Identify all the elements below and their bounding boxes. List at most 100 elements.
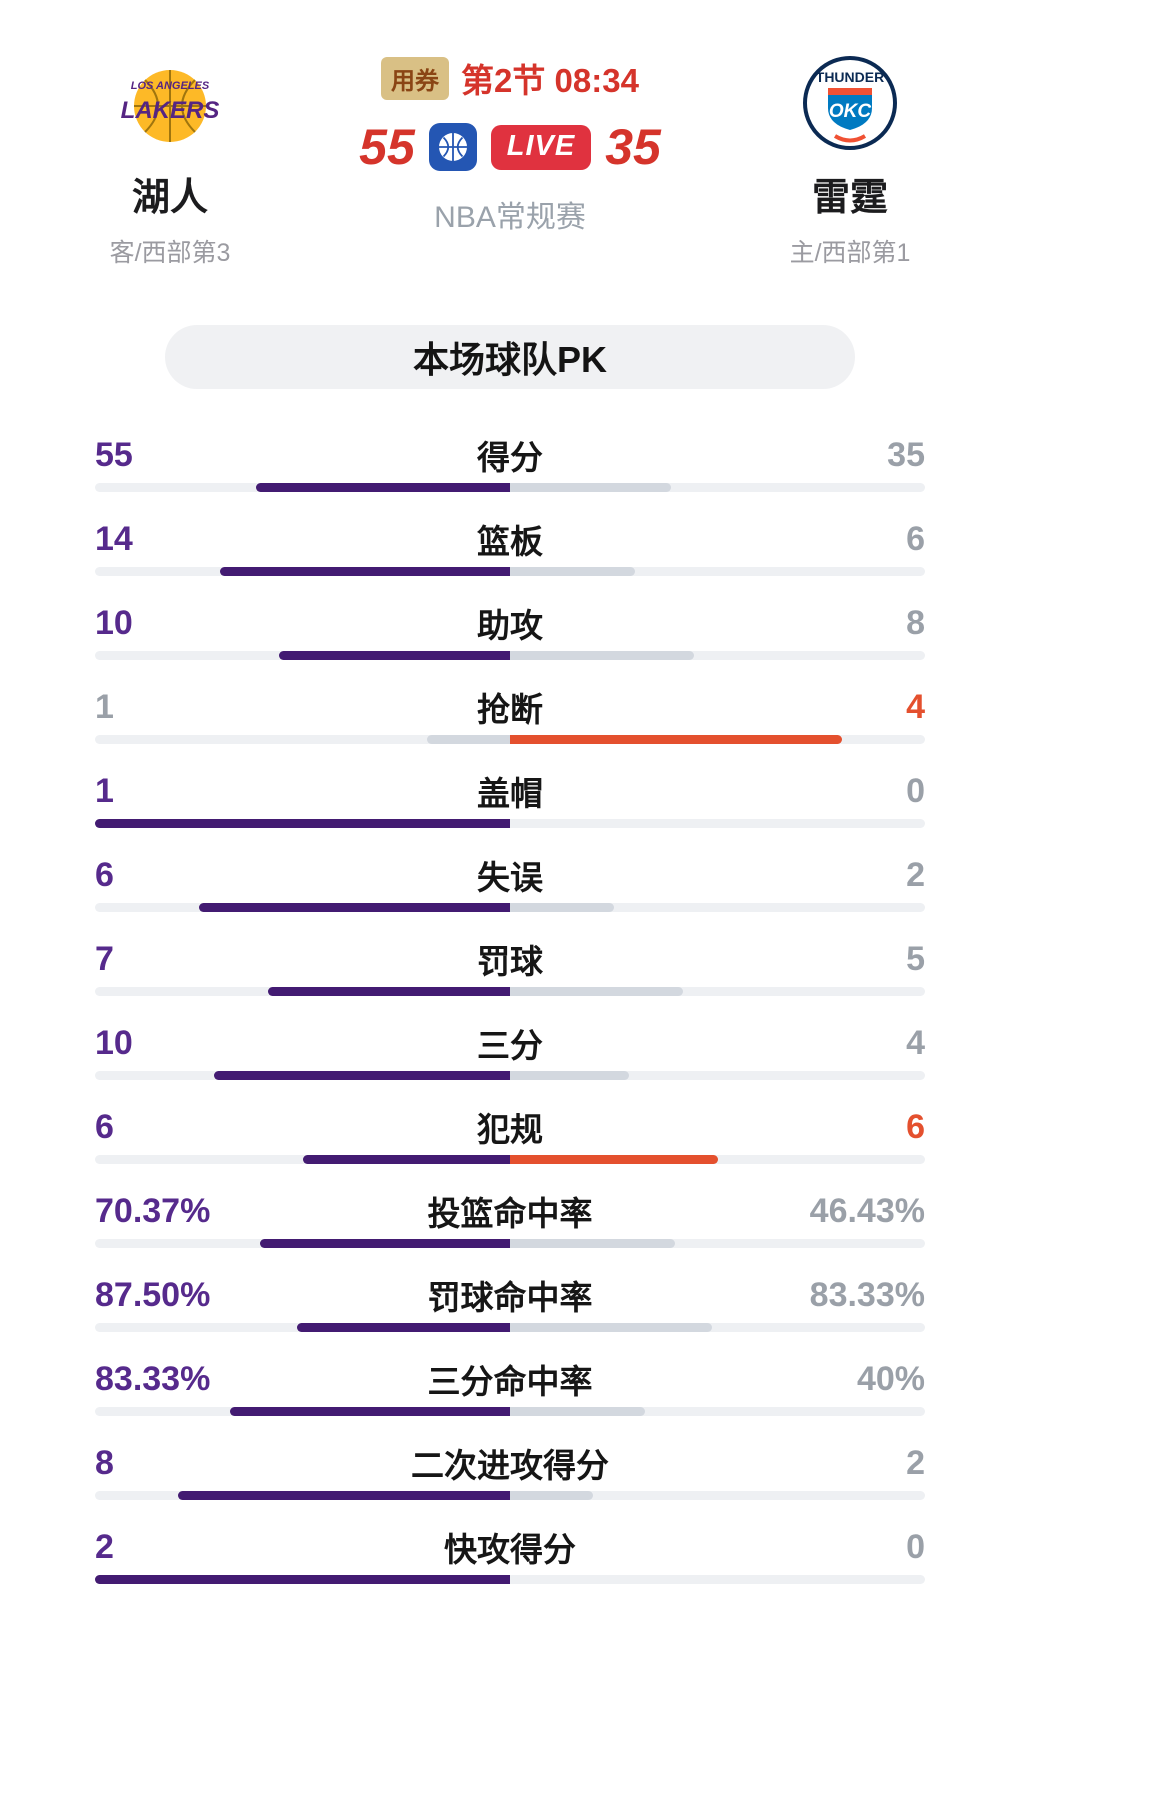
team-left-name: 湖人 <box>131 177 208 219</box>
stat-bar <box>95 903 925 912</box>
nba-logo-icon <box>428 123 477 171</box>
stat-bar-left <box>229 1407 510 1416</box>
stat-bar-left <box>302 1155 510 1164</box>
stat-bar <box>95 819 925 828</box>
stat-right-value: 4 <box>906 687 925 726</box>
stat-left-value: 83.33% <box>95 1359 211 1398</box>
stat-line: 6 失误 2 <box>95 851 925 897</box>
coupon-badge[interactable]: 用券 <box>381 56 450 100</box>
stat-row-8: 6 犯规 6 <box>95 1103 925 1187</box>
stat-bar <box>95 1155 925 1164</box>
stat-bar <box>95 1071 925 1080</box>
stat-right-value: 6 <box>906 1107 925 1146</box>
stat-bar-left <box>267 987 510 996</box>
stat-right-value: 0 <box>906 1527 925 1566</box>
stat-label: 罚球 <box>477 943 543 980</box>
stat-bar-right <box>510 1323 713 1332</box>
period-line: 用券 第2节 08:34 <box>381 54 639 102</box>
stat-label: 助攻 <box>477 607 543 644</box>
stat-left-value: 14 <box>95 519 133 558</box>
stat-row-4: 1 盖帽 0 <box>95 767 925 851</box>
stat-label: 三分 <box>477 1027 543 1064</box>
score-line: 55 LIVE 35 <box>337 118 683 176</box>
match-center: 用券 第2节 08:34 55 LIVE 35 NBA <box>245 44 775 236</box>
stat-line: 70.37% 投篮命中率 46.43% <box>95 1187 925 1233</box>
stat-label: 二次进攻得分 <box>411 1447 609 1484</box>
team-left-sub: 客/西部第3 <box>109 239 231 267</box>
stat-label: 快攻得分 <box>444 1531 576 1568</box>
stat-right-value: 5 <box>906 939 925 978</box>
stat-bar <box>95 1491 925 1500</box>
stat-row-3: 1 抢断 4 <box>95 683 925 767</box>
stat-label: 投篮命中率 <box>427 1195 593 1232</box>
stat-line: 7 罚球 5 <box>95 935 925 981</box>
lakers-logo-icon: LOS ANGELES LAKERS <box>121 70 219 142</box>
lakers-logo: LOS ANGELES LAKERS <box>109 44 231 162</box>
stat-label: 罚球命中率 <box>427 1279 593 1316</box>
stat-bar <box>95 1407 925 1416</box>
stat-bar <box>95 987 925 996</box>
stat-row-10: 87.50% 罚球命中率 83.33% <box>95 1271 925 1355</box>
stat-left-value: 6 <box>95 1107 114 1146</box>
score-right: 35 <box>605 119 661 175</box>
stat-row-1: 14 篮板 6 <box>95 515 925 599</box>
live-badge: LIVE <box>490 124 592 170</box>
stat-bar-left <box>213 1071 510 1080</box>
stat-bar-left <box>178 1491 510 1500</box>
stat-line: 2 快攻得分 0 <box>95 1523 925 1569</box>
stat-label: 盖帽 <box>477 775 543 812</box>
stat-bar-right <box>510 735 842 744</box>
stat-right-value: 2 <box>906 1443 925 1482</box>
stat-row-13: 2 快攻得分 0 <box>95 1523 925 1607</box>
stat-line: 10 助攻 8 <box>95 599 925 645</box>
stat-left-value: 10 <box>95 603 133 642</box>
stat-right-value: 2 <box>906 855 925 894</box>
stat-bar-left <box>198 903 510 912</box>
stat-row-0: 55 得分 35 <box>95 431 925 515</box>
stats-list: 55 得分 35 14 篮板 6 10 助攻 8 1 抢断 4 1 盖帽 0 6 失误 2 7 罚球 5 10 三分 4 6 犯规… <box>95 431 925 1607</box>
stat-bar-right <box>510 987 683 996</box>
team-right[interactable]: THUNDER OKC 雷霆 主/西部第1 <box>775 44 925 269</box>
stat-bar-left <box>279 651 510 660</box>
stat-left-value: 10 <box>95 1023 133 1062</box>
stat-label: 失误 <box>477 859 543 896</box>
stat-bar-right <box>510 903 614 912</box>
stat-line: 83.33% 三分命中率 40% <box>95 1355 925 1401</box>
stat-right-value: 0 <box>906 771 925 810</box>
thunder-logo: THUNDER OKC <box>801 44 899 162</box>
stat-bar <box>95 651 925 660</box>
stat-label: 篮板 <box>477 523 543 560</box>
stat-label: 抢断 <box>477 691 543 728</box>
svg-text:OKC: OKC <box>829 101 872 122</box>
stat-line: 10 三分 4 <box>95 1019 925 1065</box>
stat-right-value: 4 <box>906 1023 925 1062</box>
period-clock: 第2节 08:34 <box>461 62 639 99</box>
stat-bar-right <box>510 567 635 576</box>
stat-row-5: 6 失误 2 <box>95 851 925 935</box>
stat-bar-right <box>510 1239 675 1248</box>
stat-bar-left <box>427 735 510 744</box>
stat-label: 犯规 <box>477 1111 543 1148</box>
stat-line: 6 犯规 6 <box>95 1103 925 1149</box>
stat-row-11: 83.33% 三分命中率 40% <box>95 1355 925 1439</box>
team-left[interactable]: LOS ANGELES LAKERS 湖人 客/西部第3 <box>95 44 245 269</box>
stat-bar <box>95 1239 925 1248</box>
stat-bar-left <box>297 1323 510 1332</box>
stat-bar <box>95 483 925 492</box>
stat-left-value: 1 <box>95 687 114 726</box>
stat-right-value: 6 <box>906 519 925 558</box>
stat-row-7: 10 三分 4 <box>95 1019 925 1103</box>
stat-line: 87.50% 罚球命中率 83.33% <box>95 1271 925 1317</box>
stat-line: 1 盖帽 0 <box>95 767 925 813</box>
stat-left-value: 2 <box>95 1527 114 1566</box>
stat-bar-left <box>95 819 510 828</box>
stat-bar-left <box>256 483 510 492</box>
svg-text:LOS ANGELES: LOS ANGELES <box>131 80 210 92</box>
stat-right-value: 35 <box>887 435 925 474</box>
stat-left-value: 55 <box>95 435 133 474</box>
stat-right-value: 83.33% <box>809 1275 925 1314</box>
stat-bar <box>95 1575 925 1584</box>
stat-line: 1 抢断 4 <box>95 683 925 729</box>
stat-bar-right <box>510 651 695 660</box>
stat-bar-right <box>510 1071 629 1080</box>
